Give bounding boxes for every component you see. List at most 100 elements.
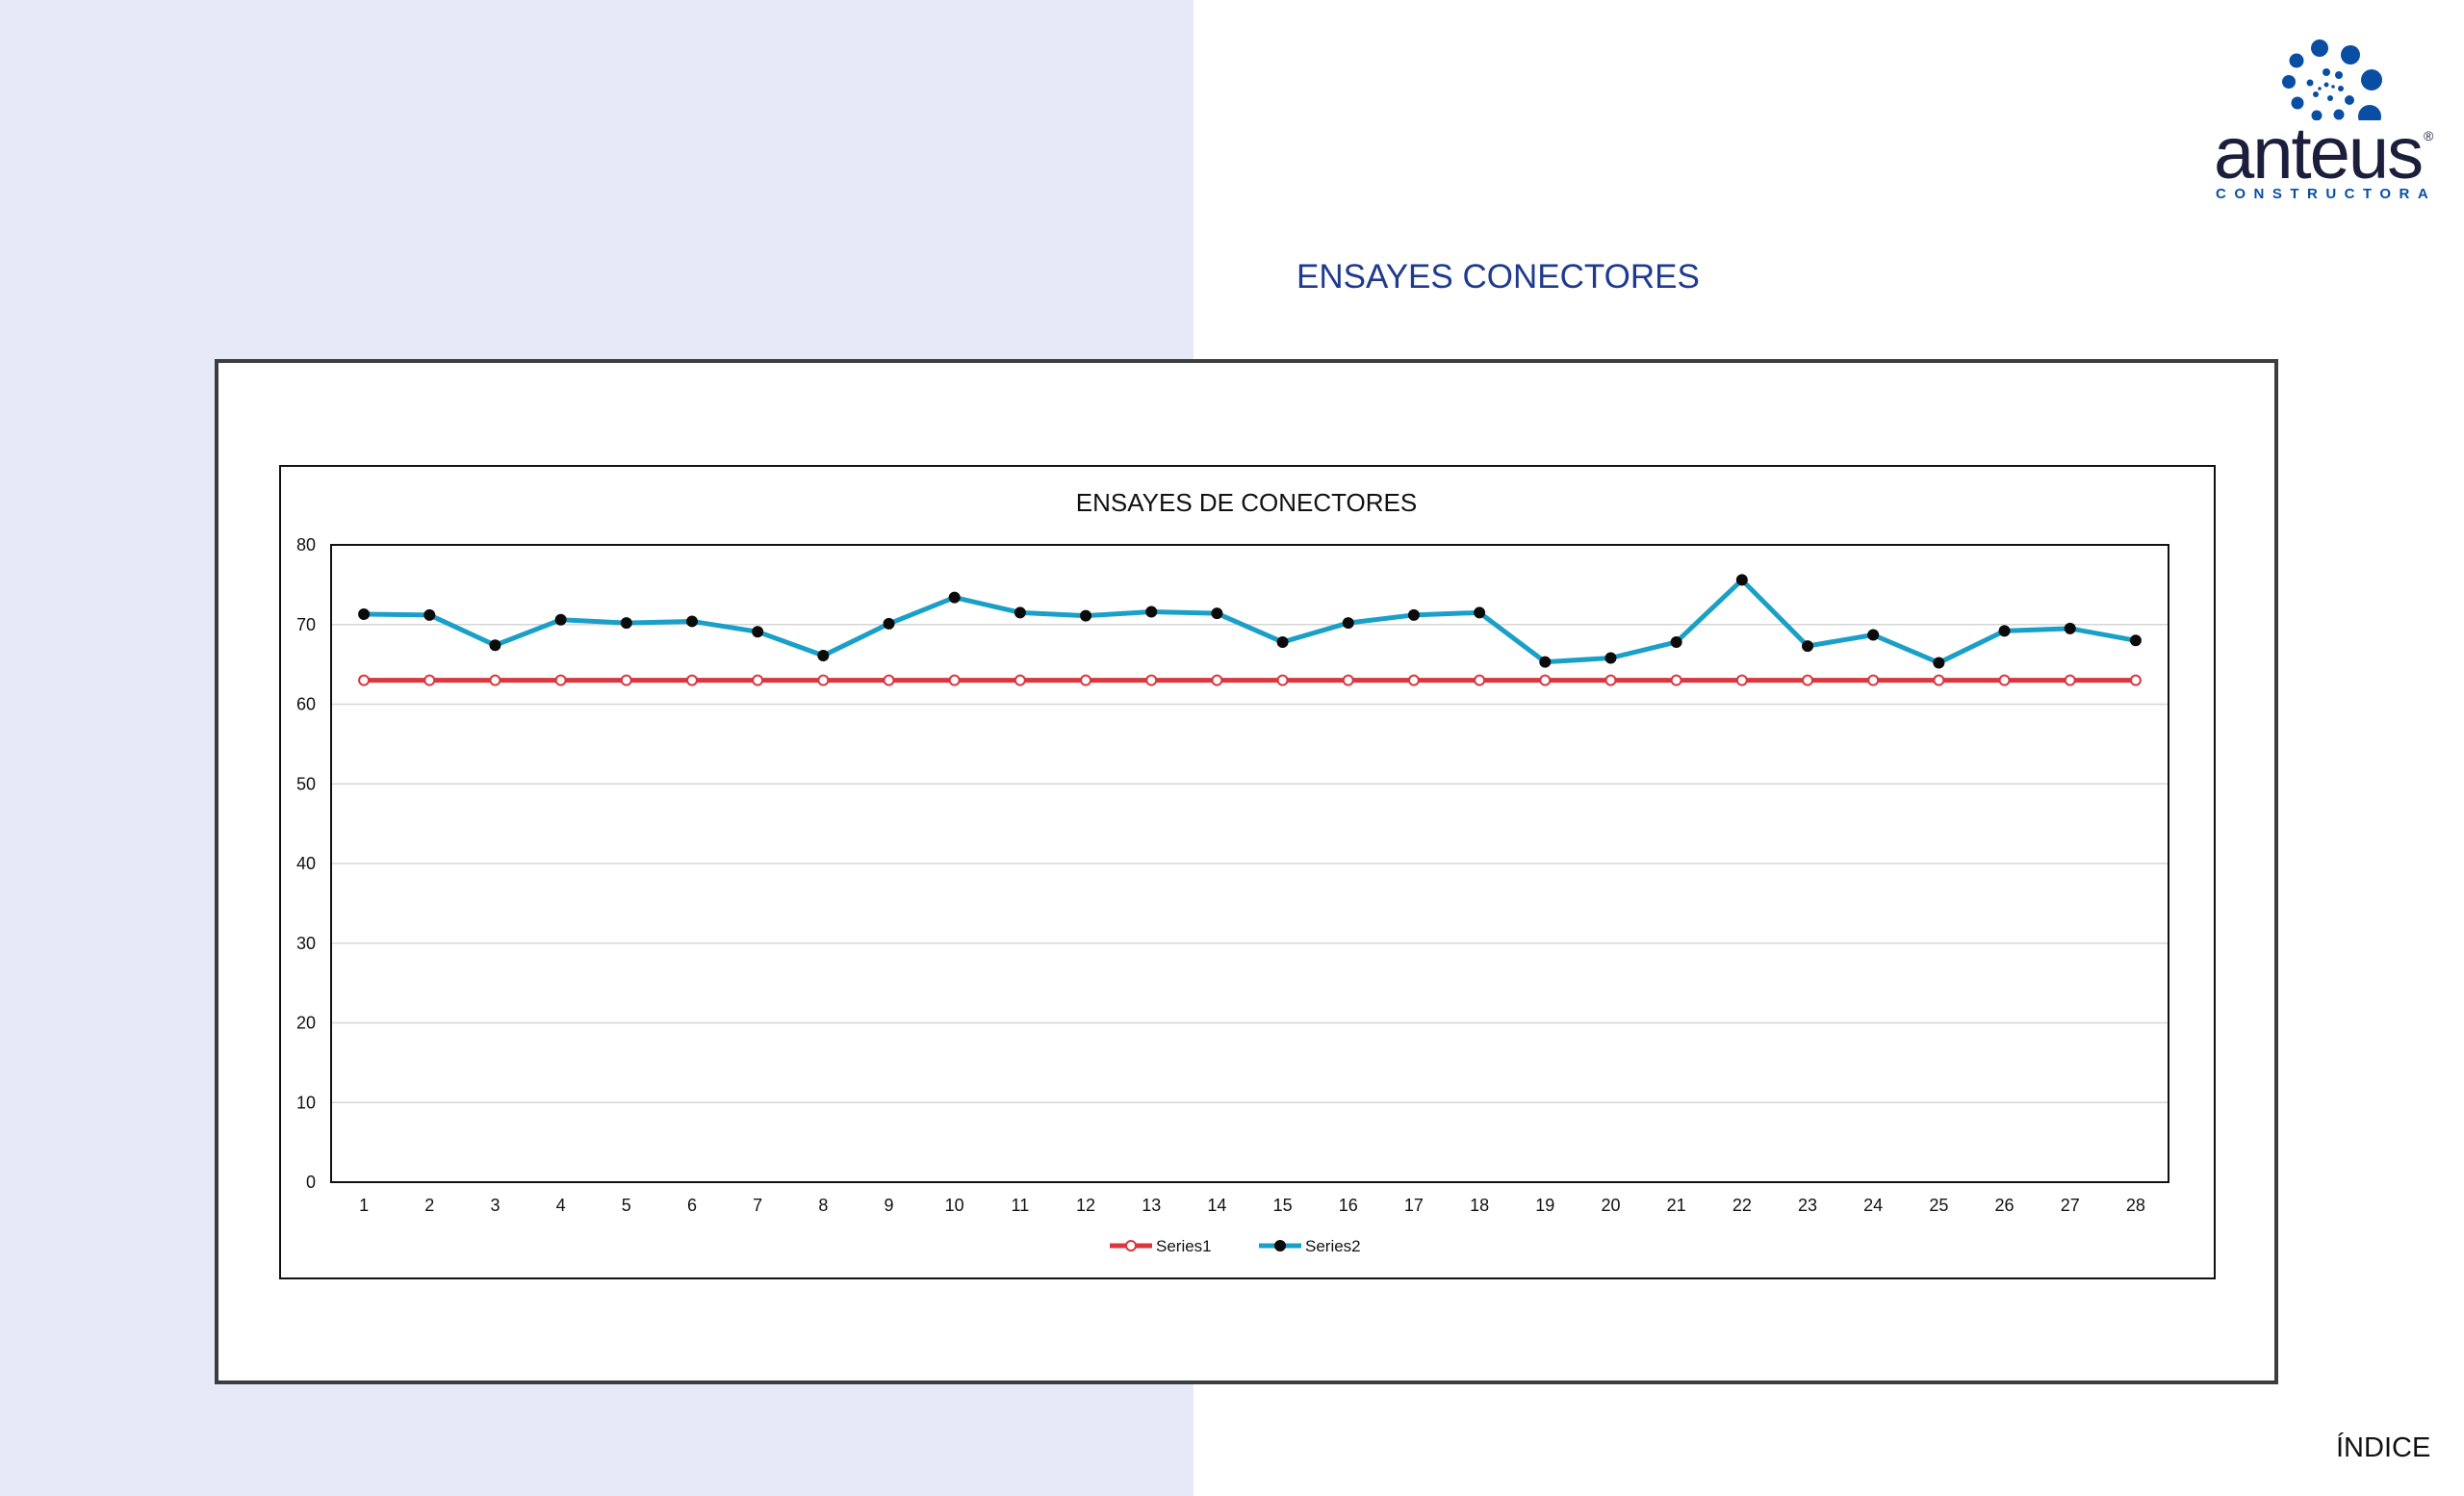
- series1-point-23: [1802, 674, 1814, 686]
- series1-point-28: [2129, 674, 2142, 686]
- legend-label-2: Series2: [1305, 1237, 1361, 1255]
- x-tick-label-26: 26: [1995, 1196, 2015, 1215]
- y-tick-label-40: 40: [296, 854, 316, 873]
- series2-point-22: [1735, 574, 1748, 586]
- series2-point-21: [1670, 635, 1682, 648]
- legend-label-1: Series1: [1156, 1237, 1212, 1255]
- x-tick-label-18: 18: [1470, 1196, 1489, 1215]
- series2-point-4: [554, 613, 567, 626]
- y-tick-label-10: 10: [296, 1093, 316, 1112]
- y-tick-label-80: 80: [296, 535, 316, 555]
- series2-point-18: [1474, 606, 1486, 619]
- series1-point-24: [1867, 674, 1880, 686]
- x-tick-label-14: 14: [1207, 1196, 1226, 1215]
- chart-title: ENSAYES DE CONECTORES: [1076, 488, 1417, 517]
- y-tick-label-20: 20: [296, 1014, 316, 1033]
- x-tick-label-24: 24: [1863, 1196, 1883, 1215]
- y-tick-label-50: 50: [296, 774, 316, 793]
- chart-area: ENSAYES DE CONECTORES 0 10 20 30 40 50 60 70 80 1…: [279, 465, 2216, 1279]
- series2-point-10: [948, 591, 961, 604]
- series1-point-12: [1080, 674, 1092, 686]
- series2-point-7: [752, 626, 764, 638]
- y-tick-label-0: 0: [306, 1173, 316, 1192]
- series2-point-6: [685, 615, 698, 628]
- x-tick-label-8: 8: [818, 1196, 828, 1215]
- x-tick-label-12: 12: [1076, 1196, 1095, 1215]
- series1-point-27: [2064, 674, 2076, 686]
- series1-point-3: [489, 674, 501, 686]
- series2-point-24: [1867, 629, 1880, 641]
- legend-marker-1: [1125, 1240, 1137, 1251]
- logo-subtext: CONSTRUCTORA: [2216, 186, 2437, 202]
- series2-point-23: [1802, 640, 1814, 653]
- logo-dots-icon: [2282, 39, 2382, 128]
- series2-point-27: [2064, 622, 2076, 634]
- series1-point-8: [817, 674, 830, 686]
- series2-point-20: [1604, 652, 1617, 664]
- series2-point-25: [1933, 657, 1945, 669]
- logo-registered-mark: ®: [2424, 128, 2434, 143]
- logo-wordmark: anteus: [2214, 113, 2424, 194]
- x-tick-label-15: 15: [1273, 1196, 1293, 1215]
- series2-point-13: [1145, 606, 1158, 618]
- plot-border: [330, 544, 2169, 1183]
- series2-point-9: [883, 617, 895, 630]
- x-tick-label-20: 20: [1601, 1196, 1620, 1215]
- series2-point-14: [1211, 607, 1223, 620]
- series2-point-17: [1407, 608, 1420, 621]
- y-tick-label-70: 70: [296, 615, 316, 634]
- series2-point-1: [358, 607, 371, 620]
- y-tick-label-30: 30: [296, 934, 316, 953]
- x-tick-label-4: 4: [556, 1196, 566, 1215]
- x-tick-label-2: 2: [424, 1196, 434, 1215]
- x-tick-label-3: 3: [490, 1196, 500, 1215]
- series2-point-12: [1080, 609, 1092, 622]
- series1-point-26: [1998, 674, 2011, 686]
- x-tick-label-10: 10: [945, 1196, 964, 1215]
- page-title: ENSAYES CONECTORES: [1296, 258, 1700, 296]
- series1-point-17: [1407, 674, 1420, 686]
- series1-point-14: [1211, 674, 1223, 686]
- series1-point-16: [1342, 674, 1354, 686]
- x-tick-label-5: 5: [622, 1196, 631, 1215]
- series1-point-2: [424, 674, 436, 686]
- x-tick-label-16: 16: [1339, 1196, 1358, 1215]
- series1-point-5: [620, 674, 632, 686]
- x-tick-label-27: 27: [2061, 1196, 2080, 1215]
- series1-point-10: [948, 674, 961, 686]
- x-tick-label-23: 23: [1798, 1196, 1817, 1215]
- x-tick-label-9: 9: [885, 1196, 894, 1215]
- series1-point-1: [358, 674, 371, 686]
- series2-point-5: [620, 617, 632, 630]
- x-tick-label-7: 7: [753, 1196, 762, 1215]
- legend-item-2: Series2: [1259, 1237, 1361, 1255]
- index-link[interactable]: ÍNDICE: [2336, 1432, 2431, 1463]
- company-logo: anteus ® CONSTRUCTORA: [2194, 29, 2445, 207]
- x-tick-label-17: 17: [1404, 1196, 1424, 1215]
- series2-point-28: [2129, 634, 2142, 647]
- x-tick-label-19: 19: [1535, 1196, 1554, 1215]
- series1-point-15: [1276, 674, 1289, 686]
- line-chart: ENSAYES DE CONECTORES 0 10 20 30 40 50 60 70 80 1…: [296, 488, 2169, 1255]
- series-line-2: [364, 577, 2137, 665]
- series2-point-3: [489, 639, 501, 652]
- y-tick-label-60: 60: [296, 695, 316, 714]
- x-tick-label-28: 28: [2126, 1196, 2145, 1215]
- series2-point-16: [1342, 617, 1354, 630]
- series1-point-25: [1933, 674, 1945, 686]
- series2-point-15: [1276, 635, 1289, 648]
- x-tick-label-25: 25: [1929, 1196, 1948, 1215]
- series2-point-26: [1998, 625, 2011, 637]
- x-tick-label-22: 22: [1732, 1196, 1752, 1215]
- x-tick-label-1: 1: [359, 1196, 369, 1215]
- series1-point-11: [1014, 674, 1026, 686]
- series2-point-8: [817, 650, 830, 662]
- x-tick-label-6: 6: [687, 1196, 697, 1215]
- legend-marker-2: [1274, 1240, 1286, 1251]
- x-tick-label-11: 11: [1012, 1196, 1030, 1215]
- series1-point-13: [1145, 674, 1158, 686]
- series1-point-19: [1539, 674, 1552, 686]
- series2-point-11: [1014, 606, 1026, 619]
- series1-point-6: [685, 674, 698, 686]
- x-tick-label-21: 21: [1667, 1196, 1686, 1215]
